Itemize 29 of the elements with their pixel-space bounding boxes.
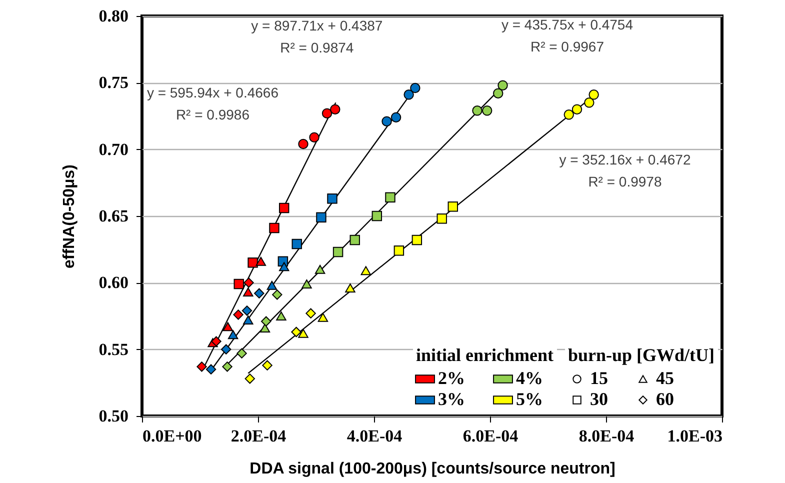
x-tick-label: 6.0E-04: [462, 426, 519, 446]
annotation: 30: [590, 389, 608, 409]
x-tick-label: 1.0E-03: [667, 426, 722, 446]
annotation: y = 435.75x + 0.4754 R² = 0.9967: [501, 16, 634, 55]
annotation: y = 352.16x + 0.4672 R² = 0.9978: [559, 152, 691, 190]
annotation: y = 595.94x + 0.4666 R² = 0.9986: [146, 84, 279, 123]
x-tick-label: 8.0E-04: [578, 426, 635, 446]
annotation: y = 897.71x + 0.4387 R² = 0.9874: [251, 17, 383, 56]
legend-label: 5%: [516, 389, 543, 409]
y-axis-title: effNA(0-50μs): [60, 164, 78, 269]
x-axis-title: DDA signal (100-200μs) [counts/source neutron]: [250, 460, 616, 478]
y-tick-label: 0.65: [98, 206, 128, 226]
y-tick-label: 0.55: [98, 340, 128, 359]
y-tick-label: 0.70: [98, 140, 128, 159]
annotation: 45: [656, 368, 674, 388]
annotation: 15: [590, 368, 608, 388]
y-tick-label: 0.75: [98, 73, 128, 92]
legend-title: initial enrichment: [416, 345, 554, 365]
legend-label: 3%: [438, 389, 465, 409]
x-tick-label: 4.0E-04: [346, 426, 403, 446]
legend-label: 4%: [516, 368, 543, 388]
y-tick-label: 0.60: [98, 273, 128, 292]
x-tick-label: 2.0E-04: [230, 426, 287, 446]
legend-label: 2%: [438, 368, 465, 388]
y-tick-label: 0.50: [98, 406, 128, 426]
annotation: 60: [656, 389, 674, 409]
x-tick-label: 0.0E+00: [142, 426, 202, 446]
y-tick-label: 0.80: [98, 6, 128, 26]
annotation: burn-up [GWd/tU]: [568, 345, 715, 365]
